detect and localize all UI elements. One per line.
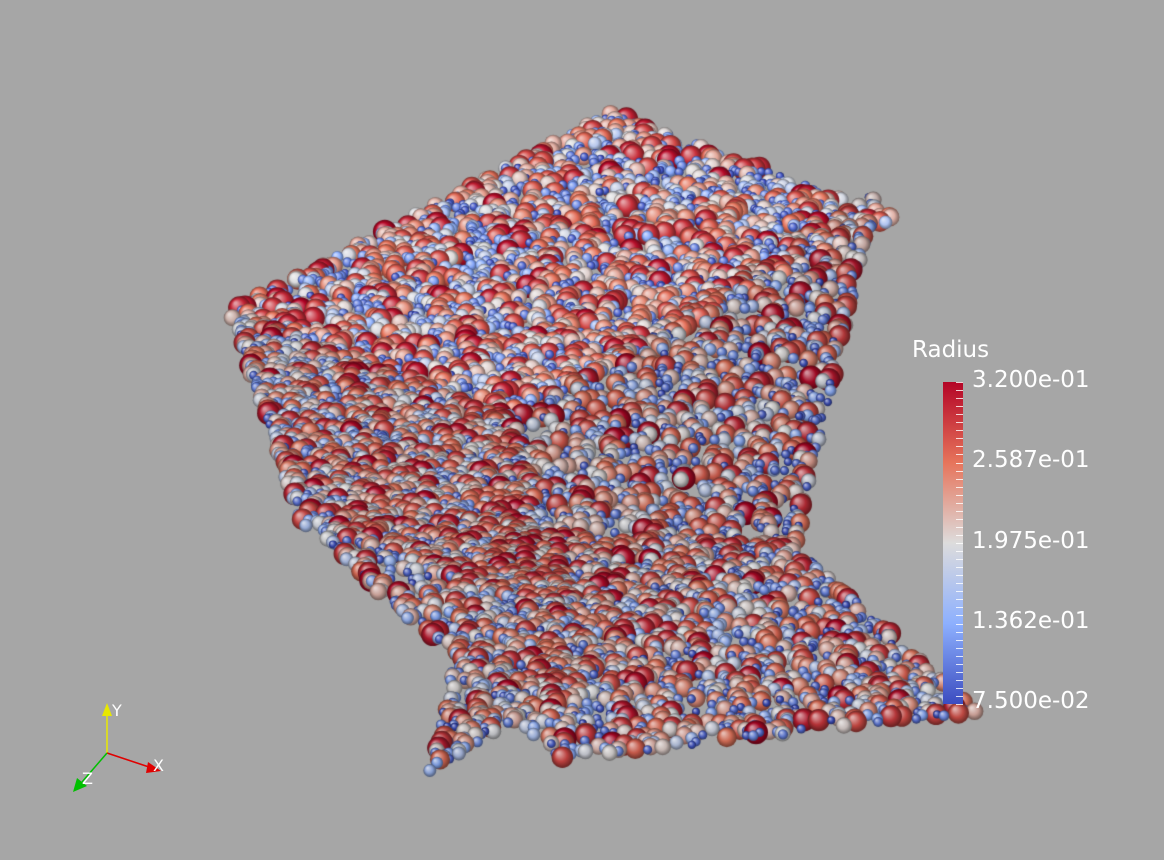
scalar-bar-tick bbox=[956, 390, 963, 392]
scalar-bar-tick bbox=[956, 615, 963, 617]
z-axis-arrow-icon bbox=[73, 778, 87, 792]
scalar-bar-tick bbox=[956, 599, 963, 601]
scalar-bar-tick bbox=[956, 462, 963, 464]
scalar-bar-tick bbox=[956, 438, 963, 440]
z-axis-line bbox=[81, 752, 108, 783]
y-axis-label: Y bbox=[111, 701, 122, 720]
scalar-bar-tick bbox=[956, 567, 963, 569]
scalar-bar-tick bbox=[956, 446, 963, 448]
scalar-bar-tick bbox=[956, 398, 963, 400]
scalar-bar-tick bbox=[956, 478, 963, 480]
orientation-axes: Y X Z bbox=[73, 701, 164, 792]
scalar-bar-tick bbox=[956, 486, 963, 488]
scalar-bar-tick bbox=[956, 430, 963, 432]
scalar-bar-tick bbox=[956, 454, 963, 456]
scalar-bar-label-min: 7.500e-02 bbox=[972, 688, 1090, 714]
scalar-bar-tick bbox=[956, 543, 963, 544]
x-axis-arrow-icon bbox=[146, 762, 161, 773]
scalar-bar-tick bbox=[956, 655, 963, 657]
scalar-bar-tick bbox=[956, 695, 963, 697]
scalar-bar-tick bbox=[956, 631, 963, 633]
scalar-bar-tick bbox=[956, 647, 963, 649]
scalar-bar-tick bbox=[956, 510, 963, 512]
scalar-bar-title: Radius bbox=[912, 337, 990, 363]
scalar-bar-tick bbox=[956, 551, 963, 553]
scalar-bar-tick bbox=[956, 704, 963, 705]
scalar-bar-tick bbox=[956, 518, 963, 520]
scalar-bar-tick bbox=[956, 623, 963, 625]
scalar-bar-tick bbox=[956, 494, 963, 496]
x-axis-line bbox=[106, 752, 153, 769]
scalar-bar-label-4: 1.362e-01 bbox=[972, 608, 1090, 634]
scalar-bar-tick bbox=[956, 607, 963, 609]
x-axis-label: X bbox=[153, 756, 164, 775]
scalar-bar-label-2: 2.587e-01 bbox=[972, 447, 1090, 473]
z-axis-label: Z bbox=[82, 769, 93, 788]
scalar-bar-tick bbox=[956, 663, 963, 665]
scalar-bar-label-mid: 1.975e-01 bbox=[972, 528, 1090, 554]
scalar-bar-tick bbox=[956, 575, 963, 577]
scalar-bar-tick bbox=[956, 671, 963, 673]
scalar-bar-tick bbox=[956, 559, 963, 561]
y-axis-arrow-icon bbox=[102, 703, 112, 716]
scalar-bar-tick bbox=[956, 679, 963, 681]
scalar-bar-tick bbox=[956, 414, 963, 416]
scalar-bar-tick bbox=[956, 583, 963, 585]
scalar-bar-tick bbox=[956, 422, 963, 424]
scalar-bar-tick bbox=[956, 639, 963, 641]
scalar-bar-tick bbox=[956, 502, 963, 504]
scalar-bar-tick bbox=[956, 534, 963, 536]
scalar-bar-label-max: 3.200e-01 bbox=[972, 367, 1090, 393]
scalar-bar-tick bbox=[956, 687, 963, 689]
scalar-bar-tick bbox=[956, 526, 963, 528]
scalar-bar-tick bbox=[956, 470, 963, 472]
scalar-bar-tick bbox=[956, 591, 963, 593]
scalar-bar-tick bbox=[956, 406, 963, 408]
scalar-bar-tick bbox=[956, 382, 963, 383]
